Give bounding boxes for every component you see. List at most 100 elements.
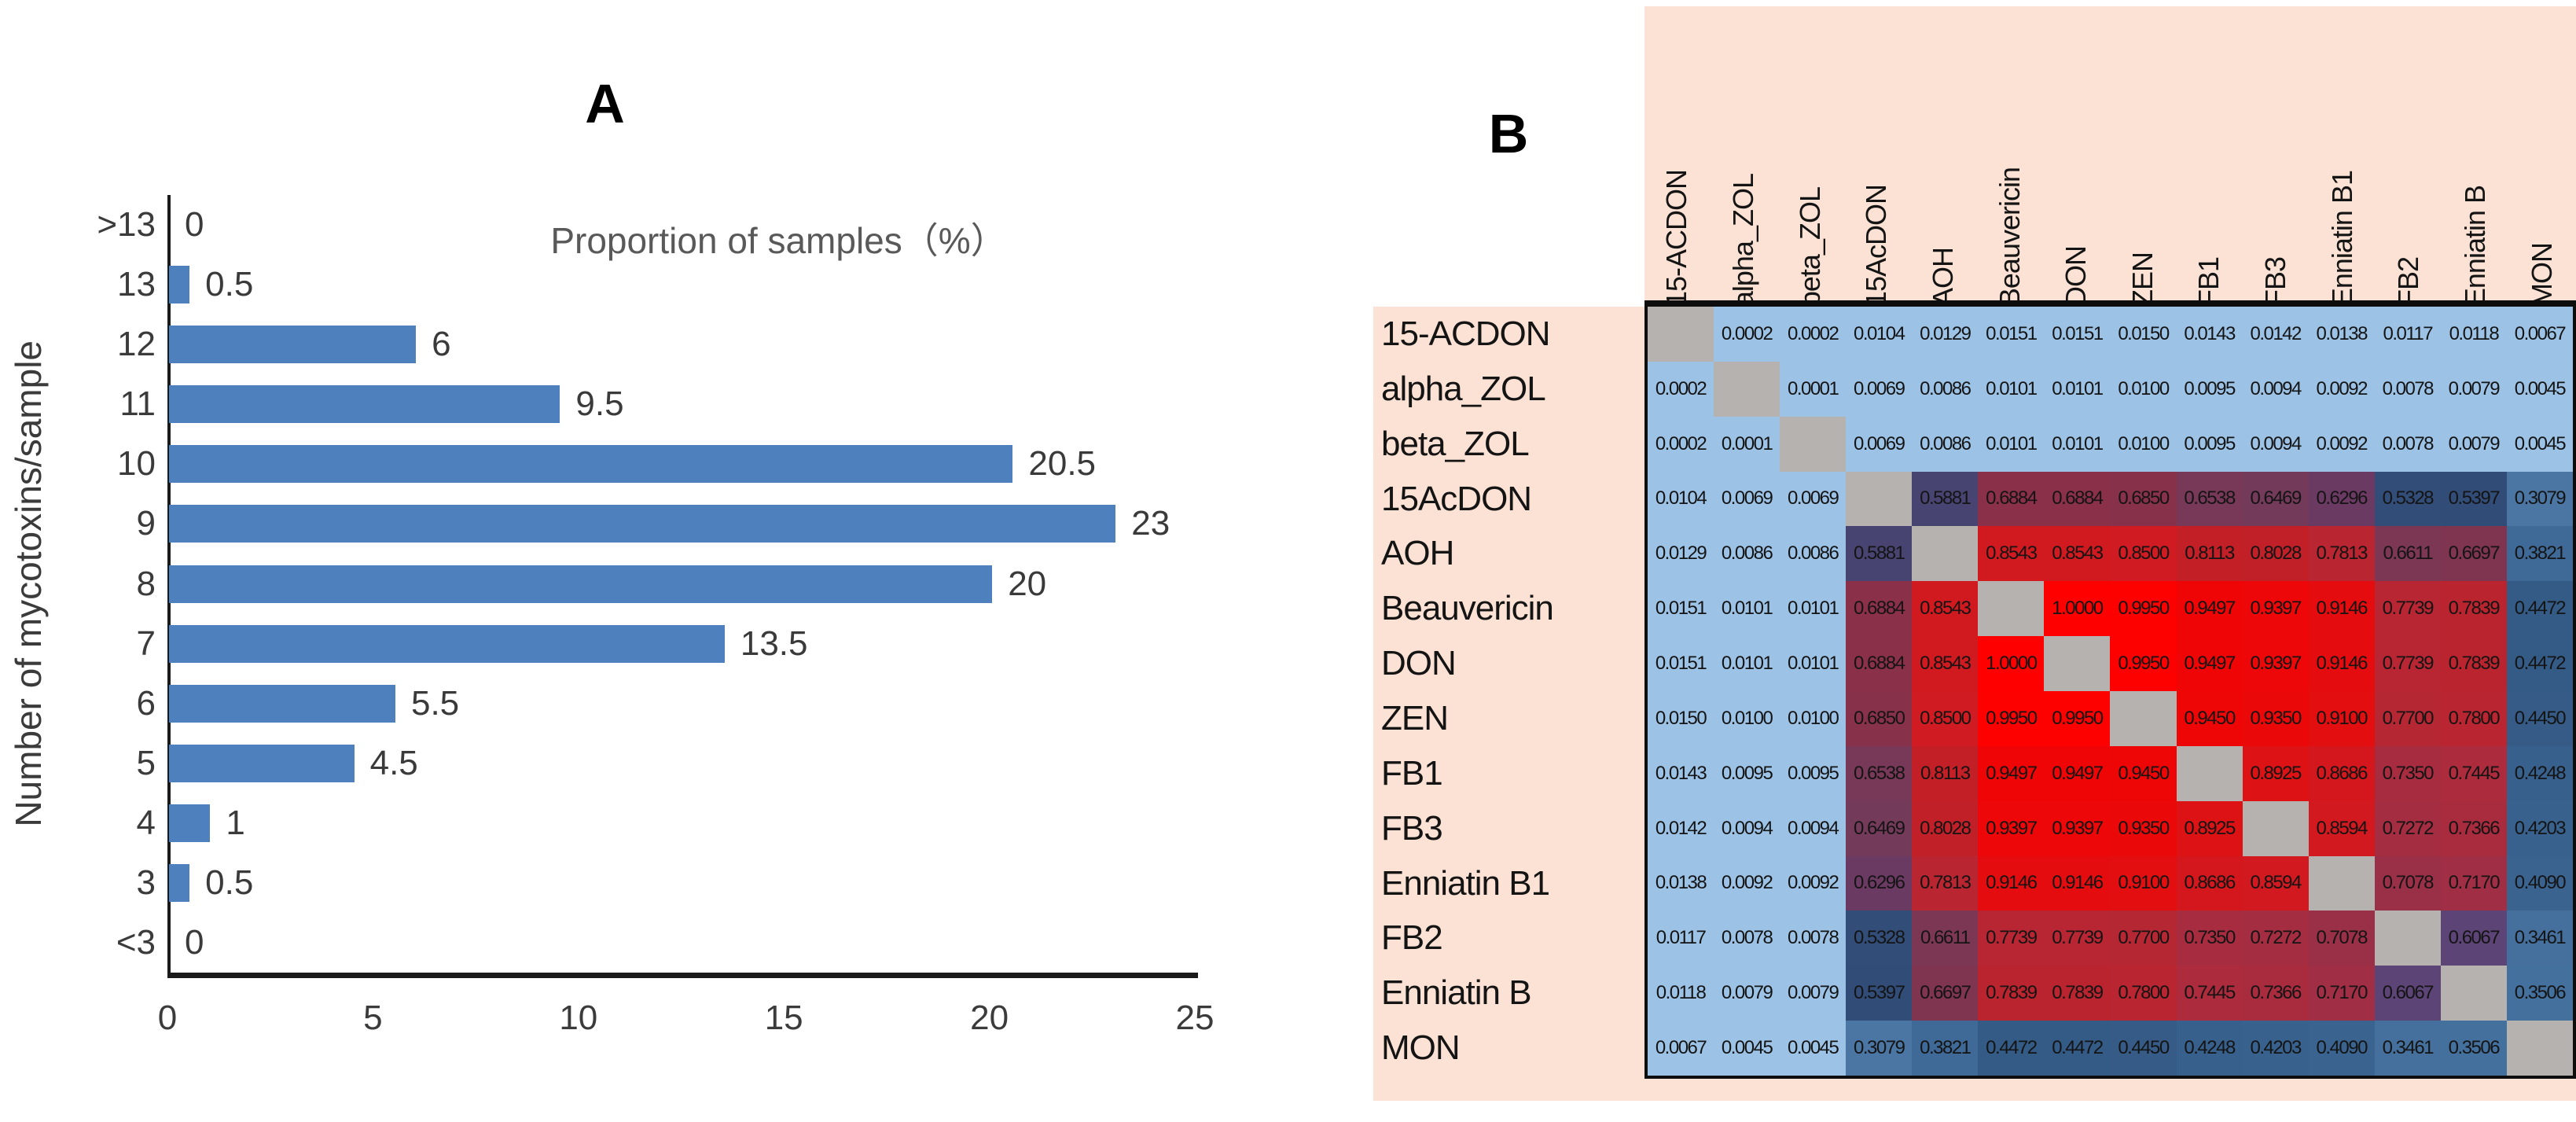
heatmap-cell: 0.6850 xyxy=(1846,690,1913,746)
heatmap-cell: 0.7839 xyxy=(2440,636,2507,691)
heatmap-cell: 0.0101 xyxy=(1714,636,1780,691)
heatmap-diagonal-cell xyxy=(2044,636,2111,691)
heatmap-column-header-cell: Beauvericin xyxy=(1977,6,2044,307)
heatmap-cell: 0.0101 xyxy=(1978,416,2045,472)
heatmap-cell: 0.8500 xyxy=(2110,526,2177,582)
heatmap-diagonal-cell xyxy=(1846,471,1913,527)
heatmap-cell: 0.0143 xyxy=(1648,745,1714,801)
heatmap-cell: 0.9950 xyxy=(2110,581,2177,637)
heatmap-column-header-cell: alpha_ZOL xyxy=(1711,6,1778,307)
heatmap-column-header-cell: Enniatin B xyxy=(2443,6,2510,307)
bar-value-label: 0 xyxy=(185,205,204,245)
heatmap-cell: 0.9397 xyxy=(1978,800,2045,856)
heatmap-cell: 0.5881 xyxy=(1846,526,1913,582)
heatmap-cell: 0.0002 xyxy=(1648,361,1714,417)
bar-row: <3 0 xyxy=(22,913,1198,973)
x-axis-ticks: 0 5 10 15 20 25 xyxy=(158,999,1215,1046)
heatmap-cell: 0.9397 xyxy=(2044,800,2111,856)
bar-track: 9.5 xyxy=(169,374,1198,434)
heatmap-cell: 0.8925 xyxy=(2242,745,2309,801)
heatmap-cell: 0.8594 xyxy=(2308,800,2375,856)
heatmap-row-label: ZEN xyxy=(1381,698,1449,738)
heatmap-cell: 0.7366 xyxy=(2440,800,2507,856)
heatmap-diagonal-cell xyxy=(2440,966,2507,1021)
heatmap-column-header-label: DON xyxy=(2060,246,2093,307)
bar-row: 11 9.5 xyxy=(22,374,1198,434)
heatmap-cell: 0.6469 xyxy=(1846,800,1913,856)
heatmap-cell: 0.4450 xyxy=(2506,690,2573,746)
panel-b-heatmap: B 15-ACDON alpha_ZOL beta_ZOL 15AcDON AOH Bea… xyxy=(1289,0,2576,1122)
heatmap-cell: 0.0078 xyxy=(2374,361,2441,417)
heatmap-cell: 0.0095 xyxy=(1780,745,1847,801)
bar-category-label: 12 xyxy=(117,325,156,364)
bar-row: 8 20 xyxy=(22,554,1198,613)
heatmap-column-header-label: FB1 xyxy=(2192,256,2225,307)
bar-category-label: 11 xyxy=(119,384,156,424)
heatmap-cell: 0.7700 xyxy=(2374,690,2441,746)
bar-row: 9 23 xyxy=(22,494,1198,554)
heatmap-cell: 0.0001 xyxy=(1780,361,1847,417)
heatmap-cell: 0.4248 xyxy=(2176,1021,2243,1076)
heatmap-cell: 0.0092 xyxy=(1780,855,1847,911)
bar xyxy=(169,744,355,782)
heatmap-cell: 0.0079 xyxy=(2440,361,2507,417)
heatmap-cell: 1.0000 xyxy=(2044,581,2111,637)
heatmap-cell: 0.0069 xyxy=(1846,416,1913,472)
heatmap-cell: 0.7800 xyxy=(2110,966,2177,1021)
heatmap-cell: 0.0100 xyxy=(1714,690,1780,746)
bar-row: 10 20.5 xyxy=(22,434,1198,494)
heatmap-cell: 0.9950 xyxy=(1978,690,2045,746)
heatmap-cell: 0.0094 xyxy=(1780,800,1847,856)
bar-category-label: 10 xyxy=(117,444,156,484)
heatmap-cell: 0.3079 xyxy=(2506,471,2573,527)
heatmap-cell: 0.6067 xyxy=(2374,966,2441,1021)
heatmap-cell: 0.0151 xyxy=(1648,636,1714,691)
heatmap-cell: 0.9950 xyxy=(2110,636,2177,691)
bar-row: 12 6 xyxy=(22,315,1198,374)
heatmap-cell: 0.7813 xyxy=(1912,855,1979,911)
heatmap-cell: 0.0100 xyxy=(1780,690,1847,746)
heatmap-cell: 0.6884 xyxy=(2044,471,2111,527)
heatmap-cell: 0.4090 xyxy=(2308,1021,2375,1076)
heatmap-cell: 0.7839 xyxy=(2044,966,2111,1021)
heatmap-cell: 1.0000 xyxy=(1978,636,2045,691)
bar-track: 20.5 xyxy=(169,434,1198,494)
heatmap-cell: 0.0101 xyxy=(2044,416,2111,472)
heatmap-row-label: Beauvericin xyxy=(1381,589,1554,628)
heatmap-cell: 0.0078 xyxy=(1780,910,1847,966)
heatmap-cell: 0.0092 xyxy=(2308,416,2375,472)
heatmap-diagonal-cell xyxy=(1978,581,2045,637)
heatmap-cell: 0.6538 xyxy=(1846,745,1913,801)
heatmap-row-label: FB3 xyxy=(1381,808,1443,848)
heatmap-cell: 0.8925 xyxy=(2176,800,2243,856)
bar-track: 5.5 xyxy=(169,674,1198,734)
heatmap-cell: 0.5397 xyxy=(1846,966,1913,1021)
heatmap-cell: 0.0002 xyxy=(1648,416,1714,472)
panel-a-marker: A xyxy=(585,73,626,134)
heatmap-cell: 0.0150 xyxy=(2110,307,2177,362)
heatmap-column-header-cell: ZEN xyxy=(2111,6,2177,307)
bar xyxy=(169,266,190,304)
heatmap-cell: 0.6538 xyxy=(2176,471,2243,527)
bar-category-label: 13 xyxy=(117,265,156,304)
bar xyxy=(169,385,560,424)
panel-a-bar-chart: A Number of mycotoxins/sample Proportion… xyxy=(8,73,1215,1046)
heatmap-cell: 0.4090 xyxy=(2506,855,2573,911)
heatmap-cell: 0.7700 xyxy=(2110,910,2177,966)
heatmap-cell: 0.0101 xyxy=(1780,581,1847,637)
heatmap-row-label: FB2 xyxy=(1381,918,1443,958)
bar-track: 20 xyxy=(169,554,1198,613)
heatmap-cell: 0.0045 xyxy=(2506,416,2573,472)
bar-value-label: 4.5 xyxy=(369,743,418,782)
heatmap-cell: 0.0117 xyxy=(1648,910,1714,966)
heatmap-cell: 0.9146 xyxy=(1978,855,2045,911)
heatmap-cell: 0.9397 xyxy=(2242,581,2309,637)
heatmap-diagonal-cell xyxy=(1714,361,1780,417)
bar-category-label: 8 xyxy=(136,564,156,603)
heatmap-cell: 0.9497 xyxy=(1978,745,2045,801)
heatmap-row-label: 15-ACDON xyxy=(1381,314,1551,353)
bar-value-label: 20 xyxy=(1008,564,1047,603)
heatmap-cell: 0.0095 xyxy=(1714,745,1780,801)
heatmap-cell: 0.0104 xyxy=(1648,471,1714,527)
